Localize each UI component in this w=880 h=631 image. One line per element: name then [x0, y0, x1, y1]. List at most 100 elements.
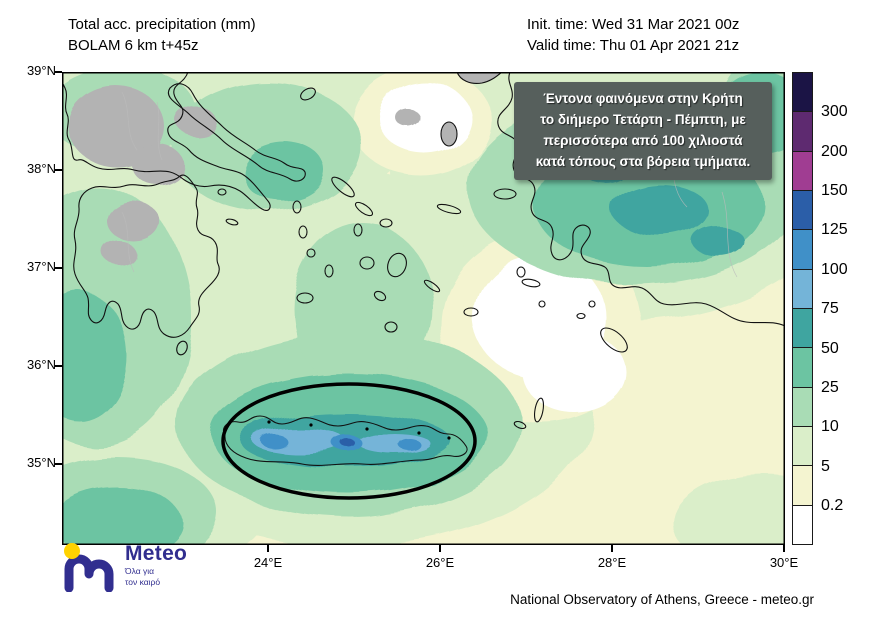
kythnos-island	[298, 225, 308, 239]
legend-swatch-125-150	[793, 189, 812, 230]
legend-value-25: 25	[821, 379, 839, 396]
kythira-island	[176, 340, 188, 356]
serifos-island	[306, 248, 316, 258]
samos-island	[493, 188, 517, 200]
syros-island	[353, 223, 363, 237]
lon-tick	[611, 545, 613, 552]
lesvos-island	[456, 72, 503, 84]
peloponnese-coast	[73, 174, 220, 338]
kasos-island	[513, 420, 527, 430]
kalymnos-island	[516, 266, 526, 278]
tilos-island	[576, 312, 586, 320]
lon-label-28e: 28°E	[597, 555, 627, 570]
astypalaia-island	[463, 307, 479, 317]
legend-swatch-75-100	[793, 268, 812, 308]
lon-label-30e: 30°E	[769, 555, 799, 570]
lon-tick	[267, 545, 269, 552]
brand-name: Meteo	[125, 542, 188, 565]
lon-label-26e: 26°E	[425, 555, 455, 570]
tinos-island	[354, 201, 374, 217]
ios-island	[373, 290, 387, 302]
aegina-island	[217, 188, 227, 196]
legend-swatch-02-5	[793, 465, 812, 505]
lat-label-39n: 39°N	[26, 63, 56, 78]
logo-sun-dot	[64, 543, 80, 559]
karpathos-island	[533, 397, 545, 423]
lat-tick	[55, 267, 62, 269]
legend-value-200: 200	[821, 143, 848, 160]
legend-value-300: 300	[821, 103, 848, 120]
rhodes-island	[600, 327, 628, 353]
lat-label-35n: 35°N	[26, 455, 56, 470]
lat-label-38n: 38°N	[26, 161, 56, 176]
lat-tick	[55, 463, 62, 465]
logo-text: Meteo Όλα για τον καιρό	[125, 542, 187, 588]
brand-tagline-line2: τον καιρό	[125, 577, 161, 588]
paros-island	[359, 256, 375, 270]
logo-m-shape	[64, 554, 114, 592]
legend-value-75: 75	[821, 300, 839, 317]
legend-swatch-gt300	[793, 73, 812, 112]
lat-tick	[55, 169, 62, 171]
lon-label-24e: 24°E	[253, 555, 283, 570]
crete-highlight-ellipse	[221, 382, 477, 500]
sifnos-island	[324, 264, 334, 278]
legend-swatch-100-125	[793, 229, 812, 269]
credit-text: National Observatory of Athens, Greece -…	[510, 592, 814, 607]
legend-color-bar	[792, 72, 813, 545]
legend-value-5: 5	[821, 458, 830, 475]
crete-city-dots	[267, 420, 451, 440]
meteo-logo-mark	[64, 543, 114, 592]
meteo-logo: Meteo Όλα για τον καιρό	[62, 542, 187, 592]
legend-swatch-10-25	[793, 386, 812, 426]
map-title-block: Total acc. precipitation (mm) BOLAM 6 km…	[68, 14, 256, 56]
legend-value-100: 100	[821, 261, 848, 278]
coastline-layer	[62, 72, 785, 466]
kos-island	[521, 278, 541, 288]
annotation-line: το διήμερο Τετάρτη - Πέμπτη, με	[540, 111, 746, 127]
annotation-line: κατά τόπους στα βόρεια τμήματα.	[535, 153, 751, 169]
legend-value-02: 0.2	[821, 497, 844, 514]
annotation-line: Έντονα φαινόμενα στην Κρήτη	[543, 91, 743, 106]
evia-island	[167, 83, 306, 182]
legend-value-125: 125	[821, 221, 848, 238]
andros-island	[331, 176, 355, 198]
map-frame	[62, 72, 785, 545]
skyros-island	[300, 87, 316, 101]
legend-swatch-5-10	[793, 425, 812, 466]
amorgos-island	[423, 279, 441, 293]
brand-tagline-line1: Όλα για	[125, 566, 155, 577]
legend-swatch-25-50	[793, 347, 812, 387]
valid-time: Valid time: Thu 01 Apr 2021 21z	[527, 37, 740, 54]
lat-tick	[55, 71, 62, 73]
ikaria-island	[436, 203, 462, 215]
milos-island	[296, 292, 314, 304]
lat-label-37n: 37°N	[26, 259, 56, 274]
legend-value-10: 10	[821, 418, 839, 435]
lon-tick	[783, 545, 785, 552]
forecast-annotation: Έντονα φαινόμενα στην Κρήτη το διήμερο Τ…	[514, 82, 772, 180]
legend-swatch-200-300	[793, 111, 812, 151]
mykonos-island	[379, 218, 393, 228]
model-run-label: BOLAM 6 km t+45z	[68, 37, 199, 54]
hydra-island	[225, 218, 239, 226]
lat-tick	[55, 365, 62, 367]
mainland-coast	[62, 72, 271, 211]
chios-island	[440, 121, 458, 147]
lat-label-36n: 36°N	[26, 357, 56, 372]
map-title: Total acc. precipitation (mm)	[68, 16, 256, 33]
crete-island	[222, 415, 468, 466]
annotation-line: περισσότερα από 100 χιλιοστά	[543, 132, 743, 148]
legend-value-150: 150	[821, 182, 848, 199]
lon-tick	[439, 545, 441, 552]
kea-island	[292, 200, 302, 214]
legend-swatch-lt02	[793, 504, 812, 544]
symi-island	[588, 300, 596, 308]
naxos-island	[387, 252, 407, 278]
nisyros-island	[538, 300, 546, 308]
time-block: Init. time: Wed 31 Mar 2021 00z Valid ti…	[527, 14, 739, 56]
map-area: Έντονα φαινόμενα στην Κρήτη το διήμερο Τ…	[62, 72, 785, 545]
init-time: Init. time: Wed 31 Mar 2021 00z	[527, 16, 740, 33]
legend-swatch-150-200	[793, 150, 812, 190]
